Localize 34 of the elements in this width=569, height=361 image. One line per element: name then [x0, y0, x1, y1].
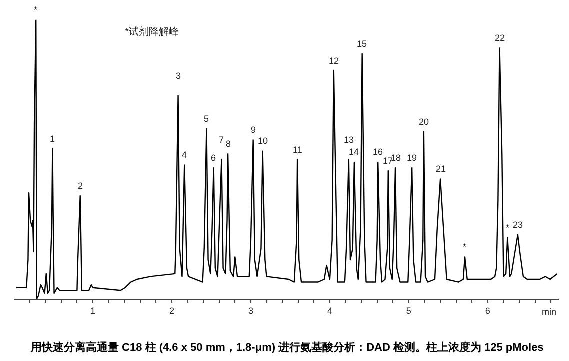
x-tick-label: 6	[485, 306, 490, 316]
text: 用快速分离高通量 C18 柱 (4.6 x 50 mm，1.8-μm) 进行氨基酸分析：DAD 检测。柱上浓度为 125 pMoles	[30, 341, 544, 354]
annotation: *试剂降解峰	[125, 26, 179, 38]
x-tick-label: 2	[169, 306, 174, 316]
annotation: 19	[407, 153, 418, 163]
x-axis-title: min	[542, 307, 557, 317]
annotation: 4	[182, 150, 188, 160]
x-tick-label: 5	[406, 306, 412, 316]
annotation: 11	[293, 145, 302, 155]
annotation: 18	[391, 153, 402, 163]
annotation: 13	[344, 135, 354, 145]
annotation: 15	[357, 39, 368, 49]
annotation: 7	[219, 135, 224, 145]
annotation: 14	[349, 147, 360, 157]
x-tick-label: 3	[248, 306, 254, 316]
annotation: 21	[436, 164, 446, 174]
annotation: 16	[373, 147, 384, 157]
annotation: 2	[78, 181, 84, 191]
annotation: 6	[211, 153, 216, 163]
annotation: 5	[204, 114, 210, 124]
annotation: 12	[329, 56, 340, 66]
annotation: 1	[50, 134, 56, 144]
annotation: 20	[419, 117, 430, 127]
annotation: 10	[258, 136, 268, 146]
annotation: 9	[251, 125, 256, 135]
annotation: *	[34, 5, 38, 15]
x-tick-label: 1	[90, 306, 96, 316]
annotation: 22	[495, 33, 506, 43]
annotation: *	[463, 242, 467, 252]
annotation: 23	[513, 220, 524, 230]
annotation: *	[506, 223, 510, 233]
annotation: 3	[176, 71, 182, 81]
annotation: 8	[226, 139, 232, 149]
x-tick-label: 4	[327, 306, 332, 316]
